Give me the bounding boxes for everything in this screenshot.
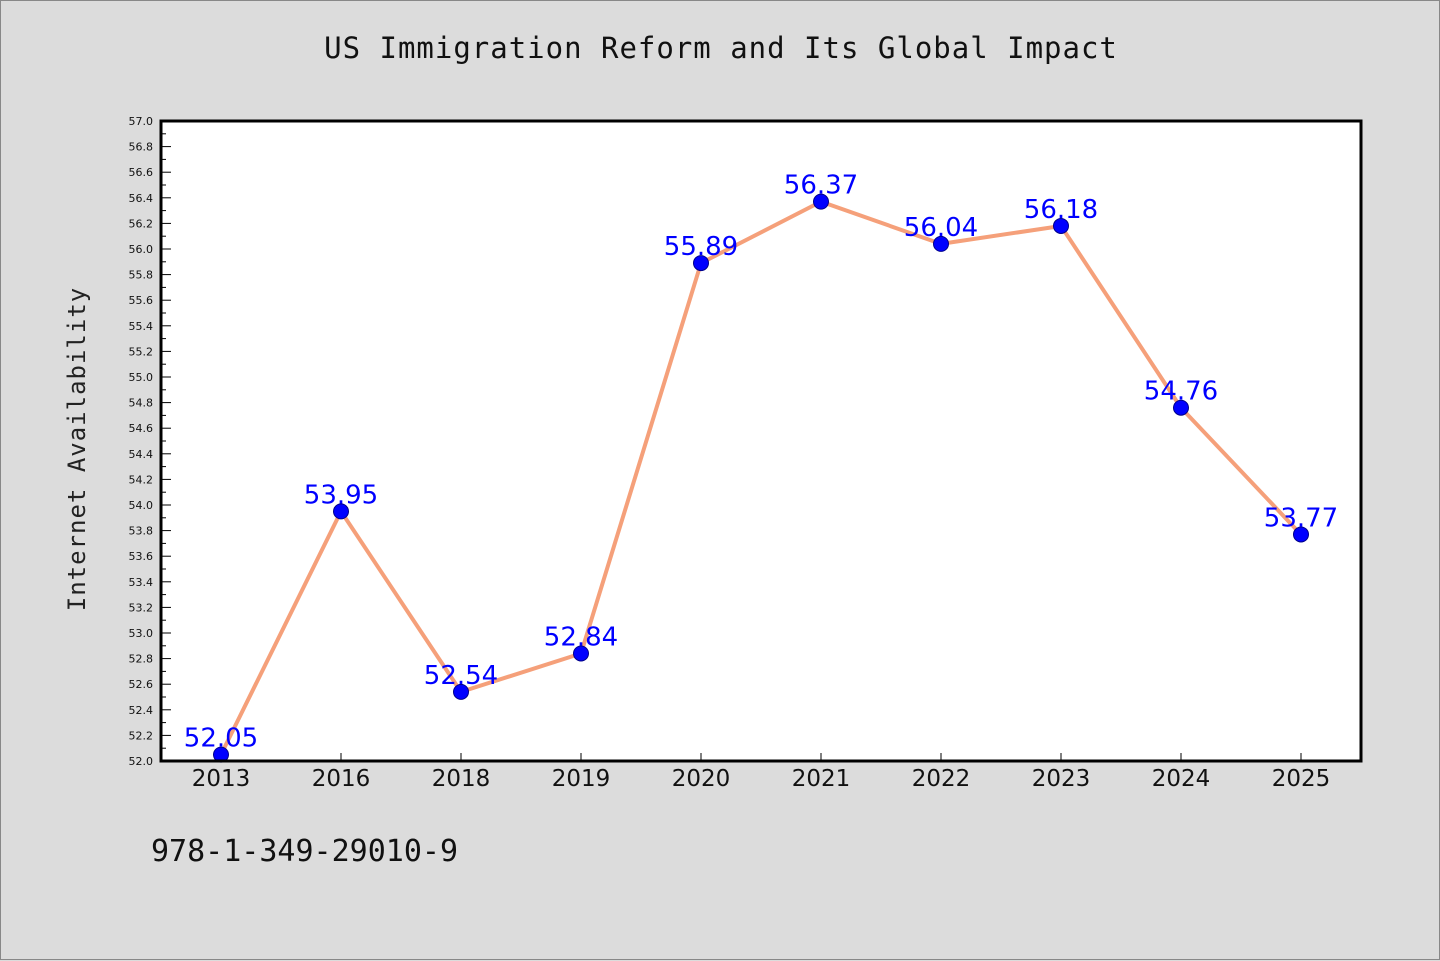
x-tick-label: 2022 <box>912 766 971 792</box>
y-tick-label: 56.6 <box>129 166 154 179</box>
y-tick-label: 56.2 <box>129 217 154 230</box>
x-tick-label: 2016 <box>312 766 371 792</box>
data-label: 54.76 <box>1144 377 1218 407</box>
data-point <box>933 235 949 252</box>
y-tick-label: 52.4 <box>129 704 154 717</box>
y-tick-label: 55.4 <box>129 320 154 333</box>
y-tick-label: 56.0 <box>129 243 154 256</box>
y-tick-label: 52.8 <box>129 653 154 666</box>
series-line <box>219 199 1303 757</box>
y-tick-label: 55.2 <box>129 345 154 358</box>
data-label: 53.77 <box>1264 503 1338 533</box>
x-tick-label: 2024 <box>1152 766 1211 792</box>
data-label: 52.05 <box>184 724 258 754</box>
x-tick-label: 2023 <box>1032 766 1091 792</box>
data-point <box>1293 526 1309 543</box>
x-tick-label: 2021 <box>792 766 851 792</box>
plot-background <box>161 121 1361 761</box>
y-tick-label: 56.8 <box>129 141 154 154</box>
data-label: 56.18 <box>1024 195 1098 225</box>
chart-title: US Immigration Reform and Its Global Imp… <box>324 31 1118 65</box>
y-tick-label: 52.6 <box>129 678 154 691</box>
x-tick-label: 2020 <box>672 766 731 792</box>
data-label: 55.89 <box>664 232 738 262</box>
data-point <box>1053 217 1069 234</box>
y-tick-label: 54.6 <box>129 422 154 435</box>
y-tick-label: 53.8 <box>129 525 154 538</box>
data-point <box>453 683 469 700</box>
data-point <box>573 645 589 662</box>
data-label: 52.54 <box>424 661 498 691</box>
x-tick-label: 2013 <box>192 766 251 792</box>
y-tick-label: 55.6 <box>129 294 154 307</box>
y-tick-label: 57.0 <box>129 115 154 128</box>
y-tick-label: 53.2 <box>129 601 154 614</box>
data-point <box>1173 399 1189 416</box>
isbn-text: 978-1-349-29010-9 <box>151 834 459 869</box>
data-label: 56.37 <box>784 171 858 201</box>
data-point <box>693 255 709 272</box>
y-tick-label: 56.4 <box>129 192 154 205</box>
data-point <box>333 503 349 520</box>
y-tick-label: 54.4 <box>129 448 154 461</box>
data-point <box>813 193 829 210</box>
y-tick-label: 55.0 <box>129 371 154 384</box>
x-tick-label: 2018 <box>432 766 491 792</box>
y-tick-label: 52.2 <box>129 729 154 742</box>
x-tick-label: 2025 <box>1272 766 1331 792</box>
plot-frame <box>159 119 1363 763</box>
data-label: 53.95 <box>304 480 378 510</box>
data-label: 56.04 <box>904 213 978 243</box>
y-tick-label: 53.4 <box>129 576 154 589</box>
data-label: 52.84 <box>544 622 618 652</box>
x-tick-label: 2019 <box>552 766 611 792</box>
y-tick-label: 53.0 <box>129 627 154 640</box>
y-tick-label: 54.8 <box>129 397 154 410</box>
y-tick-label: 55.8 <box>129 269 154 282</box>
y-tick-label: 54.2 <box>129 473 154 486</box>
y-tick-label: 52.0 <box>129 755 154 768</box>
y-tick-label: 53.6 <box>129 550 154 563</box>
y-tick-label: 54.0 <box>129 499 154 512</box>
